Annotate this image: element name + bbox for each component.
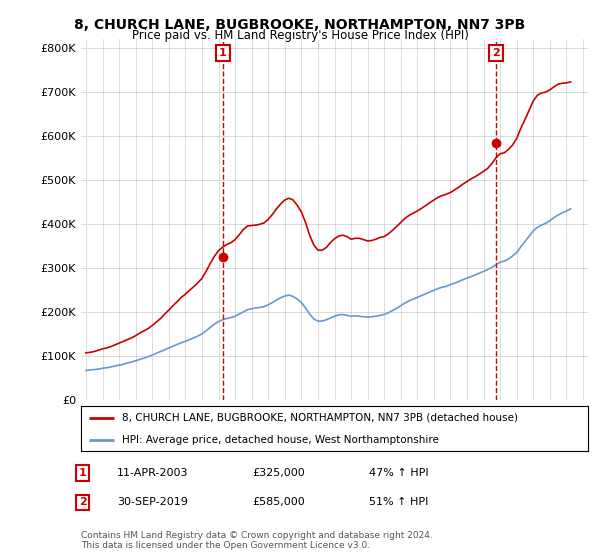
Text: £325,000: £325,000 xyxy=(252,468,305,478)
Text: £585,000: £585,000 xyxy=(252,497,305,507)
Text: Price paid vs. HM Land Registry's House Price Index (HPI): Price paid vs. HM Land Registry's House … xyxy=(131,29,469,42)
Text: HPI: Average price, detached house, West Northamptonshire: HPI: Average price, detached house, West… xyxy=(122,435,439,445)
Text: Contains HM Land Registry data © Crown copyright and database right 2024.
This d: Contains HM Land Registry data © Crown c… xyxy=(81,531,433,550)
Text: 1: 1 xyxy=(79,468,86,478)
Text: 1: 1 xyxy=(219,48,227,58)
Text: 30-SEP-2019: 30-SEP-2019 xyxy=(117,497,188,507)
Text: 47% ↑ HPI: 47% ↑ HPI xyxy=(369,468,428,478)
Text: 8, CHURCH LANE, BUGBROOKE, NORTHAMPTON, NN7 3PB (detached house): 8, CHURCH LANE, BUGBROOKE, NORTHAMPTON, … xyxy=(122,413,518,423)
Text: 2: 2 xyxy=(79,497,86,507)
Text: 8, CHURCH LANE, BUGBROOKE, NORTHAMPTON, NN7 3PB: 8, CHURCH LANE, BUGBROOKE, NORTHAMPTON, … xyxy=(74,18,526,32)
Text: 11-APR-2003: 11-APR-2003 xyxy=(117,468,188,478)
Text: 2: 2 xyxy=(492,48,500,58)
Text: 51% ↑ HPI: 51% ↑ HPI xyxy=(369,497,428,507)
